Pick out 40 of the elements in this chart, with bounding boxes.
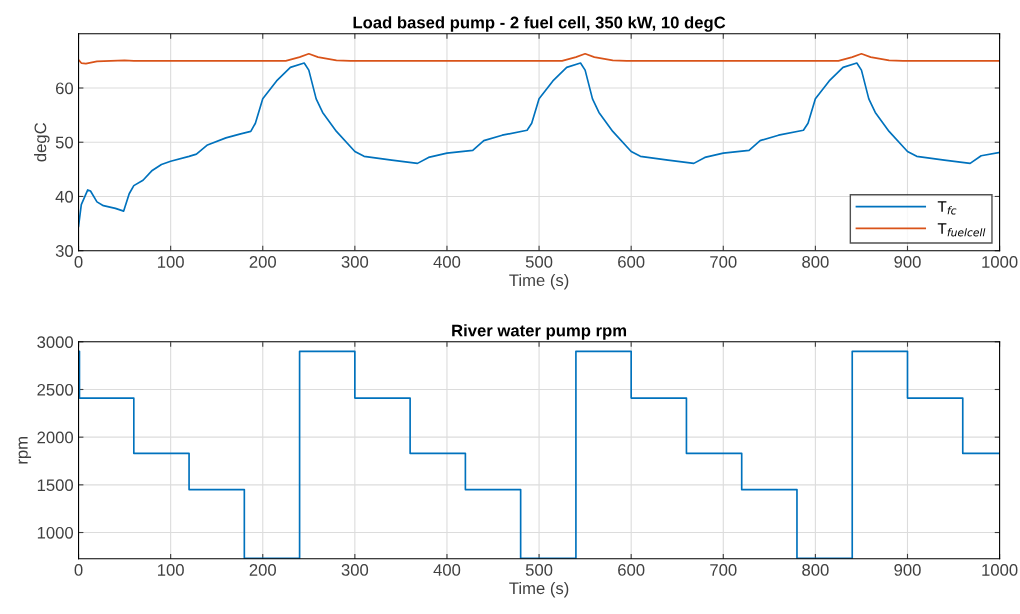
legend-label: T$_{fuelcell}$: [937, 223, 986, 237]
x-tick-label: 400: [433, 564, 461, 576]
x-tick-label: 0: [74, 564, 83, 576]
x-tick-label: 900: [894, 564, 921, 576]
y-tick-label: 40: [55, 190, 74, 203]
x-tick-label: 800: [802, 564, 829, 576]
y-tick-label: 60: [55, 82, 74, 95]
x-tick-label: 100: [158, 256, 184, 268]
y-tick-label: 30: [55, 245, 74, 257]
x-tick-label: 600: [618, 256, 645, 268]
line-series: [78, 53, 1000, 65]
y-tick-label: 50: [55, 136, 74, 149]
chart-title: River water pump rpm: [452, 324, 627, 340]
x-tick-label: 700: [710, 256, 737, 268]
x-tick-label: 900: [894, 256, 921, 268]
y-tick-label: 3000: [37, 336, 74, 349]
x-tick-label: 200: [249, 256, 277, 268]
x-tick-label: 700: [710, 564, 737, 576]
x-tick-label: 200: [249, 564, 277, 576]
x-tick-label: 500: [525, 564, 553, 576]
x-tick-label: 800: [802, 256, 829, 268]
chart-title: Load based pump - 2 fuel cell, 350 kW, 10 degC: [353, 16, 726, 32]
y-axis-title: degC: [34, 122, 50, 162]
x-axis-title: Time (s): [509, 273, 569, 290]
x-tick-label: 400: [433, 256, 461, 268]
x-tick-label: 600: [618, 564, 645, 576]
y-tick-label: 1500: [37, 479, 74, 492]
y-tick-label: 1000: [37, 526, 74, 539]
x-tick-label: 100: [158, 564, 184, 576]
x-axis-title: Time (s): [509, 581, 569, 598]
x-tick-label: 1000: [982, 564, 1018, 576]
x-tick-label: 300: [341, 564, 369, 576]
y-tick-label: 2000: [37, 431, 74, 444]
y-axis-title: rpm: [18, 437, 32, 464]
x-tick-label: 0: [74, 256, 83, 268]
x-tick-label: 1000: [982, 256, 1018, 268]
legend-label: T$_{fc}$: [937, 201, 957, 215]
x-tick-label: 300: [341, 256, 369, 268]
y-tick-label: 2500: [37, 383, 74, 396]
x-tick-label: 500: [525, 256, 553, 268]
